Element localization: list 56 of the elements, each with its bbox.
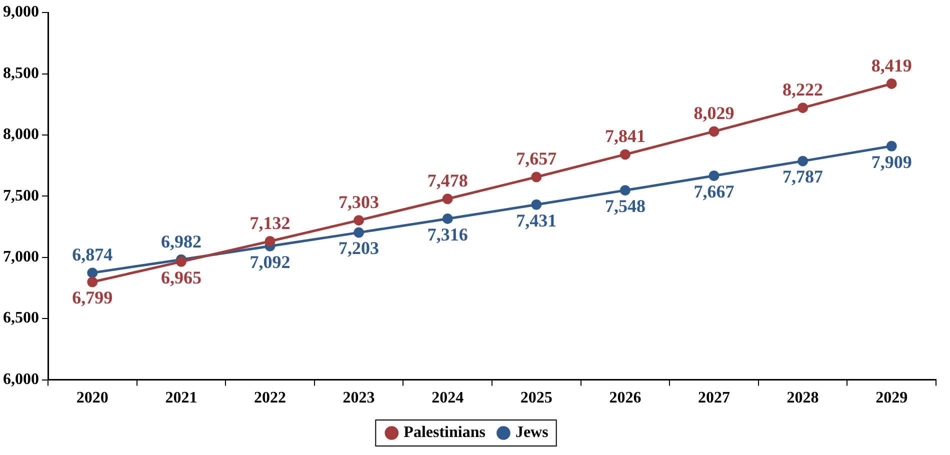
x-tick-label: 2022	[254, 390, 286, 407]
data-label: 6,982	[160, 231, 202, 252]
data-label: 7,909	[871, 152, 912, 172]
y-tick-label: 9,000	[3, 4, 39, 21]
point	[798, 102, 808, 114]
data-label: 6,965	[160, 267, 202, 288]
data-label: 6,874	[72, 244, 113, 264]
point	[886, 140, 897, 152]
x-tick-label: 2025	[520, 390, 552, 407]
legend-label: Jews	[515, 424, 548, 442]
point	[531, 172, 542, 182]
data-label: 7,657	[516, 148, 557, 169]
point	[87, 276, 98, 288]
data-label: 7,316	[427, 224, 468, 244]
data-label: 7,203	[338, 238, 380, 258]
point	[442, 194, 453, 204]
point	[798, 156, 808, 166]
point	[531, 199, 542, 210]
point	[886, 78, 897, 89]
point	[354, 215, 364, 226]
legend-label: Palestinians	[404, 424, 486, 442]
y-tick-label: 6,000	[3, 370, 39, 388]
data-label: 8,222	[782, 79, 824, 100]
data-label: 7,841	[604, 126, 646, 146]
point	[87, 268, 98, 278]
y-tick-label: 7,500	[3, 187, 39, 204]
data-label: 7,478	[427, 170, 468, 191]
data-label: 7,667	[694, 181, 734, 202]
data-label: 8,419	[871, 55, 912, 76]
data-label: 7,787	[782, 166, 824, 187]
y-tick-label: 8,000	[3, 126, 39, 144]
point	[620, 149, 630, 160]
x-tick-label: 2020	[76, 390, 108, 407]
data-label: 7,431	[516, 210, 557, 230]
x-tick-label: 2024	[432, 390, 464, 407]
x-tick-label: 2029	[876, 390, 908, 407]
data-label: 7,132	[250, 212, 290, 233]
point	[620, 185, 630, 196]
point	[708, 170, 720, 182]
point	[354, 227, 364, 238]
x-tick-label: 2028	[786, 390, 819, 407]
y-tick-label: 8,500	[3, 64, 39, 82]
data-label: 7,548	[604, 196, 646, 216]
y-tick-label: 6,500	[3, 310, 39, 327]
point	[708, 126, 720, 137]
point	[264, 236, 276, 246]
x-tick-label: 2026	[609, 390, 642, 407]
x-tick-label: 2027	[698, 390, 730, 407]
data-label: 7,092	[250, 252, 290, 272]
x-tick-label: 2023	[342, 390, 375, 407]
y-tick-label: 7,000	[3, 248, 39, 266]
point	[442, 213, 453, 224]
x-tick-label: 2021	[165, 390, 198, 407]
data-label: 8,029	[694, 103, 734, 124]
data-label: 7,303	[338, 192, 380, 212]
data-label: 6,799	[72, 288, 113, 308]
